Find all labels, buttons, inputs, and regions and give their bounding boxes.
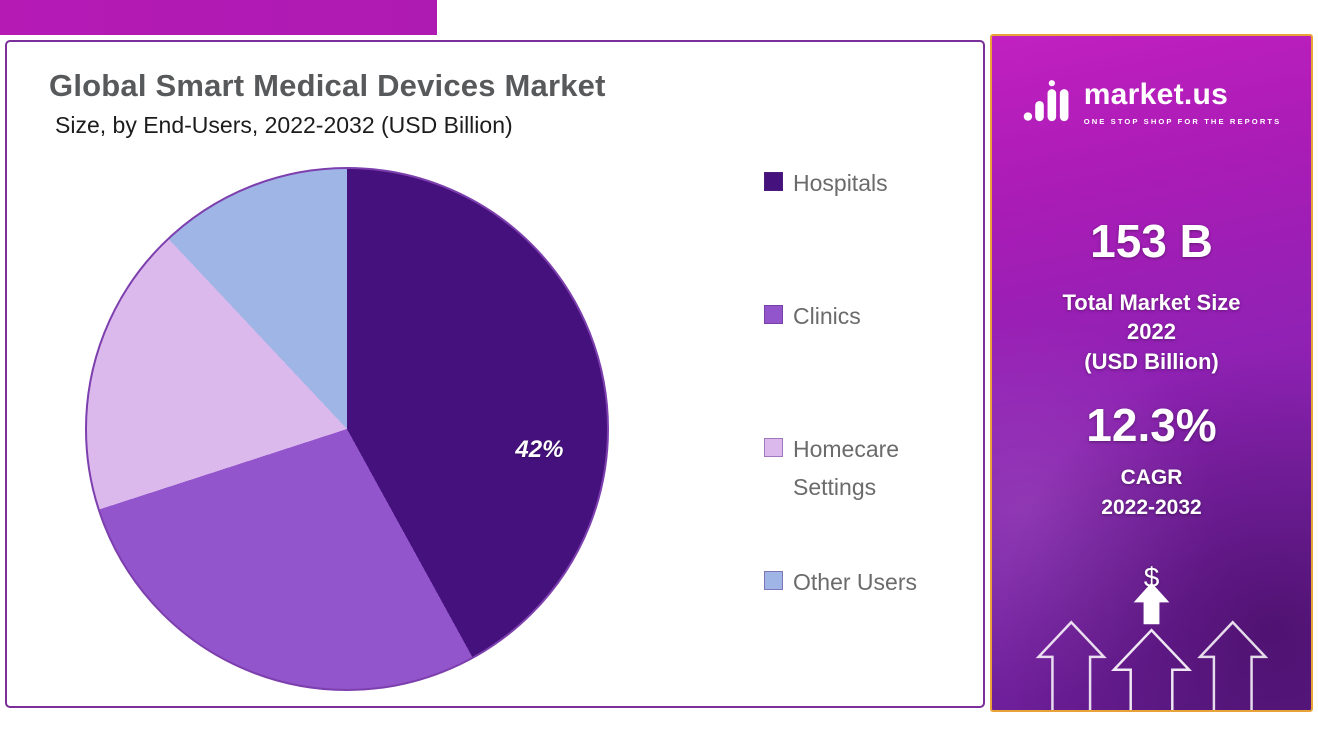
chart-subtitle: Size, by End-Users, 2022-2032 (USD Billi… (55, 112, 513, 138)
legend-label: Hospitals (793, 170, 888, 196)
market-size-label-line2: 2022 (1127, 319, 1176, 344)
legend-item: Clinics (764, 297, 953, 430)
legend-swatch (764, 438, 783, 457)
growth-arrows-icon (1035, 582, 1269, 710)
cagr-label-line2: 2022-2032 (1101, 496, 1202, 519)
legend-label: Other Users (793, 569, 917, 595)
legend-label: Homecare Settings (793, 436, 900, 500)
brand: market.us ONE STOP SHOP FOR THE REPORTS (992, 78, 1311, 126)
legend-swatch (764, 305, 783, 324)
brand-tagline: ONE STOP SHOP FOR THE REPORTS (1083, 117, 1282, 126)
brand-name: market.us (1083, 78, 1229, 111)
pie-chart: 42% (85, 167, 609, 691)
cagr-label-line1: CAGR (1120, 466, 1183, 489)
dollar-symbol: $ (1143, 562, 1160, 593)
legend-item: Hospitals (764, 164, 953, 297)
legend-item: Other Users (764, 563, 953, 601)
legend-swatch (764, 172, 783, 191)
brand-panel: market.us ONE STOP SHOP FOR THE REPORTS … (990, 34, 1313, 712)
market-size-label-line1: Total Market Size (1062, 290, 1241, 315)
market-size-value: 153 B (1090, 215, 1213, 267)
top-banner (0, 0, 437, 35)
legend: Hospitals Clinics Homecare Settings Other U… (764, 164, 953, 601)
hospitals-slice-label: 42% (515, 435, 564, 463)
market-us-logo-icon (1023, 80, 1069, 122)
brand-text: market.us ONE STOP SHOP FOR THE REPORTS (1084, 78, 1282, 126)
legend-item: Homecare Settings (764, 430, 953, 563)
chart-card: Global Smart Medical Devices Market Size… (5, 40, 985, 708)
cagr-value: 12.3% (1086, 399, 1217, 451)
market-size-label-line3: (USD Billion) (1084, 349, 1219, 374)
legend-label: Clinics (793, 303, 861, 329)
chart-title: Global Smart Medical Devices Market (49, 68, 606, 103)
legend-swatch (764, 571, 783, 590)
